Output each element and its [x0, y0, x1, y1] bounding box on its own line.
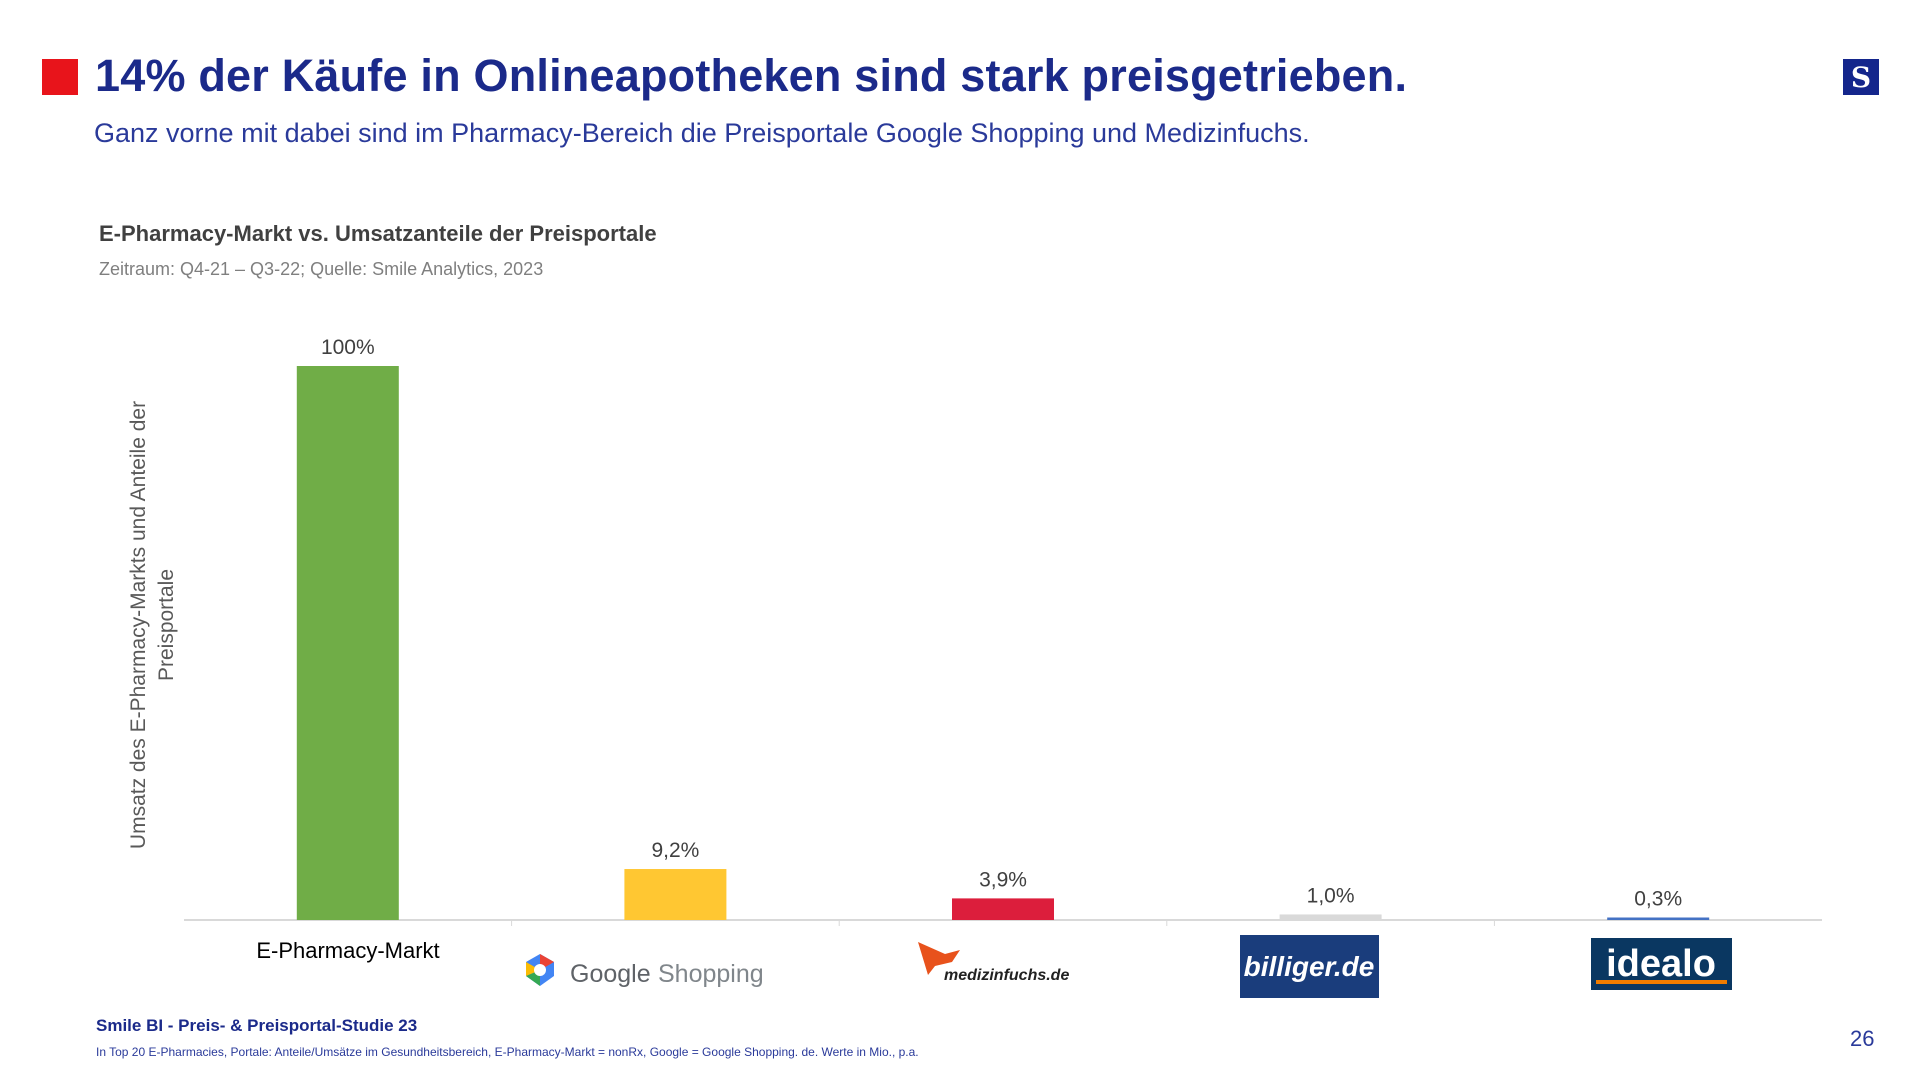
- chart-title: E-Pharmacy-Markt vs. Umsatzanteile der P…: [99, 221, 657, 246]
- bar-2: [952, 898, 1054, 920]
- billiger-logo: billiger.de: [1240, 935, 1379, 998]
- page-number: 26: [1850, 1026, 1875, 1051]
- footer-study-title: Smile BI - Preis- & Preisportal-Studie 2…: [96, 1016, 418, 1035]
- page-title: 14% der Käufe in Onlineapotheken sind st…: [95, 50, 1408, 101]
- bar-3: [1279, 914, 1382, 920]
- idealo-logo: idealo: [1591, 938, 1732, 990]
- shopping-word: Shopping: [658, 960, 764, 988]
- chart-subtitle: Zeitraum: Q4-21 – Q3-22; Quelle: Smile A…: [99, 259, 544, 279]
- data-label-2: 3,9%: [979, 868, 1027, 891]
- medizinfuchs-logo: medizinfuchs.de: [918, 942, 1069, 984]
- data-label-3: 1,0%: [1307, 884, 1355, 907]
- google-shopping-icon: [526, 954, 554, 986]
- bar-4: [1607, 917, 1710, 920]
- data-label-1: 9,2%: [651, 839, 699, 862]
- footnote: In Top 20 E-Pharmacies, Portale: Anteile…: [96, 1045, 919, 1059]
- google-word: Google: [570, 960, 651, 988]
- category-label-e-pharmacy: E-Pharmacy-Markt: [256, 938, 439, 963]
- medizinfuchs-text: medizinfuchs.de: [944, 967, 1069, 984]
- page-subtitle: Ganz vorne mit dabei sind im Pharmacy-Be…: [94, 118, 1310, 148]
- title-accent-square: [42, 59, 78, 95]
- idealo-text: idealo: [1606, 943, 1716, 985]
- fox-icon: [918, 942, 960, 975]
- data-label-4: 0,3%: [1634, 888, 1682, 911]
- bar-chart: 100% 9,2% 3,9% 1,0% 0,3% E-Pharmacy-Markt Go…: [184, 336, 1822, 998]
- billiger-text: billiger.de: [1244, 951, 1375, 982]
- bar-1: [624, 869, 727, 920]
- bar-0: [296, 366, 399, 920]
- data-label-0: 100%: [321, 336, 375, 359]
- smile-logo-icon: S: [1843, 59, 1879, 95]
- google-shopping-logo: Google Shopping: [526, 954, 764, 988]
